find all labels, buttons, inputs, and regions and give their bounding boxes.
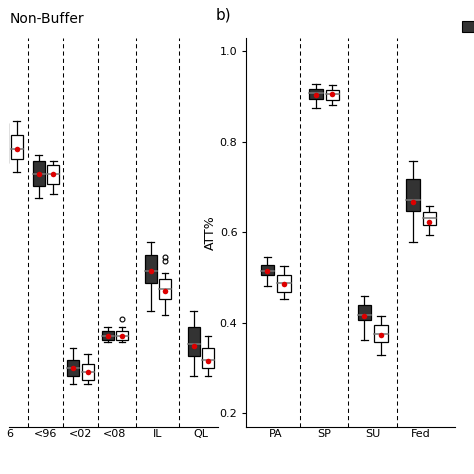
Bar [0,123,8,164]
Bar [261,265,274,275]
Bar [202,347,214,368]
Bar [11,135,23,159]
Bar [309,89,323,99]
Bar [116,331,128,339]
Bar [33,162,45,186]
Bar [277,275,291,292]
Bar [326,90,339,100]
Text: b): b) [215,8,231,22]
Bar [188,328,200,356]
Legend: Bu: Bu [462,21,474,34]
Bar [406,179,419,210]
Text: Non-Buffer: Non-Buffer [9,12,84,26]
Bar [422,212,436,226]
Bar [47,165,59,184]
Bar [82,364,94,380]
Bar [67,360,79,376]
Y-axis label: ATT%: ATT% [204,215,217,250]
Bar [101,331,114,339]
Bar [357,305,371,320]
Bar [159,279,171,299]
Bar [145,255,156,283]
Bar [374,325,388,342]
